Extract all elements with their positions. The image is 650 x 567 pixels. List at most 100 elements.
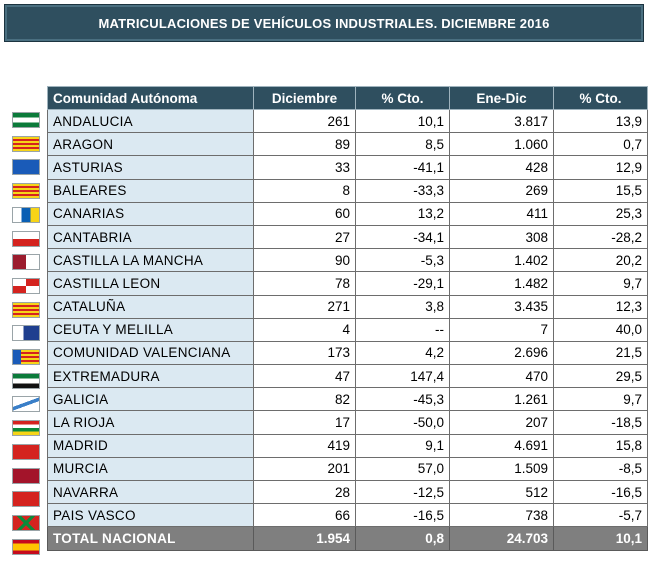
diciembre-cell: 8 xyxy=(253,178,356,203)
region-name-cell: ANDALUCIA xyxy=(47,108,254,134)
navarra-flag-icon xyxy=(12,491,40,508)
ene-dic-cell: 738 xyxy=(449,503,554,528)
column-header-cto-month: % Cto. xyxy=(355,86,450,110)
ceuta-melilla-flag-icon xyxy=(12,325,40,342)
diciembre-cell: 173 xyxy=(253,340,356,366)
cto-month-cell: -12,5 xyxy=(355,479,450,505)
total-row: TOTAL NACIONAL 1.954 0,8 24.703 10,1 xyxy=(47,526,648,551)
ene-dic-cell: 3.817 xyxy=(449,108,554,134)
aragon-flag-icon xyxy=(12,135,40,152)
cto-year-cell: 15,8 xyxy=(553,433,648,458)
column-header-cto-year: % Cto. xyxy=(553,86,648,110)
extremadura-flag-icon xyxy=(12,372,40,389)
region-name-cell: CANTABRIA xyxy=(47,224,254,250)
cto-year-cell: -5,7 xyxy=(553,503,648,528)
cto-year-cell: -16,5 xyxy=(553,479,648,505)
cto-month-cell: 4,2 xyxy=(355,340,450,366)
table-row: BALEARES 8 -33,3 269 15,5 xyxy=(47,178,648,203)
baleares-flag-icon xyxy=(12,183,40,200)
ene-dic-cell: 1.509 xyxy=(449,456,554,482)
column-header-comunidad: Comunidad Autónoma xyxy=(47,86,254,110)
region-name-cell: TOTAL NACIONAL xyxy=(47,526,254,551)
ene-dic-cell: 24.703 xyxy=(449,526,554,551)
castilla-la-mancha-flag-icon xyxy=(12,254,40,271)
ene-dic-cell: 4.691 xyxy=(449,433,554,458)
diciembre-cell: 47 xyxy=(253,364,356,389)
cto-month-cell: -45,3 xyxy=(355,387,450,412)
region-name-cell: GALICIA xyxy=(47,387,254,412)
table-row: CANARIAS 60 13,2 411 25,3 xyxy=(47,201,648,226)
table-row: GALICIA 82 -45,3 1.261 9,7 xyxy=(47,387,648,412)
andalucia-flag-icon xyxy=(12,112,40,128)
diciembre-cell: 82 xyxy=(253,387,356,412)
table-row: CEUTA Y MELILLA 4 -- 7 40,0 xyxy=(47,317,648,342)
diciembre-cell: 1.954 xyxy=(253,526,356,551)
cto-month-cell: -5,3 xyxy=(355,248,450,273)
diciembre-cell: 27 xyxy=(253,224,356,250)
diciembre-cell: 271 xyxy=(253,294,356,319)
ene-dic-cell: 1.261 xyxy=(449,387,554,412)
diciembre-cell: 28 xyxy=(253,479,356,505)
cto-year-cell: 0,7 xyxy=(553,132,648,157)
column-header-ene-dic: Ene-Dic xyxy=(449,86,554,110)
table-row: ASTURIAS 33 -41,1 428 12,9 xyxy=(47,155,648,180)
region-name-cell: CASTILLA LEON xyxy=(47,271,254,296)
diciembre-cell: 78 xyxy=(253,271,356,296)
cto-month-cell: -- xyxy=(355,317,450,342)
cto-year-cell: -18,5 xyxy=(553,410,648,435)
cto-month-cell: -34,1 xyxy=(355,224,450,250)
cto-month-cell: 147,4 xyxy=(355,364,450,389)
table-row: ARAGON 89 8,5 1.060 0,7 xyxy=(47,132,648,157)
diciembre-cell: 89 xyxy=(253,132,356,157)
ene-dic-cell: 1.060 xyxy=(449,132,554,157)
cto-month-cell: 0,8 xyxy=(355,526,450,551)
diciembre-cell: 17 xyxy=(253,410,356,435)
cataluna-flag-icon xyxy=(12,301,40,318)
cto-year-cell: 9,7 xyxy=(553,271,648,296)
region-name-cell: MADRID xyxy=(47,433,254,458)
ene-dic-cell: 1.482 xyxy=(449,271,554,296)
ene-dic-cell: 2.696 xyxy=(449,340,554,366)
canarias-flag-icon xyxy=(12,206,40,223)
region-name-cell: COMUNIDAD VALENCIANA xyxy=(47,340,254,366)
asturias-flag-icon xyxy=(12,159,40,176)
table-row: CATALUÑA 271 3,8 3.435 12,3 xyxy=(47,294,648,319)
cto-month-cell: -33,3 xyxy=(355,178,450,203)
region-name-cell: LA RIOJA xyxy=(47,410,254,435)
registrations-table: Comunidad Autónoma Diciembre % Cto. Ene-… xyxy=(47,86,648,551)
diciembre-cell: 90 xyxy=(253,248,356,273)
ene-dic-cell: 7 xyxy=(449,317,554,342)
region-name-cell: PAIS VASCO xyxy=(47,503,254,528)
diciembre-cell: 419 xyxy=(253,433,356,458)
region-name-cell: CASTILLA LA MANCHA xyxy=(47,248,254,273)
cto-year-cell: 20,2 xyxy=(553,248,648,273)
cto-month-cell: 3,8 xyxy=(355,294,450,319)
table-header-row: Comunidad Autónoma Diciembre % Cto. Ene-… xyxy=(47,86,648,110)
cto-month-cell: 10,1 xyxy=(355,108,450,134)
table-row: PAIS VASCO 66 -16,5 738 -5,7 xyxy=(47,503,648,528)
region-name-cell: BALEARES xyxy=(47,178,254,203)
cto-month-cell: -41,1 xyxy=(355,155,450,180)
region-name-cell: ARAGON xyxy=(47,132,254,157)
cto-month-cell: 8,5 xyxy=(355,132,450,157)
table-row: EXTREMADURA 47 147,4 470 29,5 xyxy=(47,364,648,389)
diciembre-cell: 4 xyxy=(253,317,356,342)
table-row: CASTILLA LA MANCHA 90 -5,3 1.402 20,2 xyxy=(47,248,648,273)
diciembre-cell: 33 xyxy=(253,155,356,180)
table-row: MURCIA 201 57,0 1.509 -8,5 xyxy=(47,456,648,482)
ene-dic-cell: 411 xyxy=(449,201,554,226)
region-name-cell: CATALUÑA xyxy=(47,294,254,319)
cto-year-cell: -28,2 xyxy=(553,224,648,250)
la-rioja-flag-icon xyxy=(12,420,40,437)
cto-month-cell: -29,1 xyxy=(355,271,450,296)
cto-year-cell: 12,3 xyxy=(553,294,648,319)
cto-month-cell: 13,2 xyxy=(355,201,450,226)
table-row: MADRID 419 9,1 4.691 15,8 xyxy=(47,433,648,458)
diciembre-cell: 60 xyxy=(253,201,356,226)
region-name-cell: NAVARRA xyxy=(47,479,254,505)
region-name-cell: ASTURIAS xyxy=(47,155,254,180)
ene-dic-cell: 269 xyxy=(449,178,554,203)
ene-dic-cell: 207 xyxy=(449,410,554,435)
cto-year-cell: 15,5 xyxy=(553,178,648,203)
ene-dic-cell: 308 xyxy=(449,224,554,250)
